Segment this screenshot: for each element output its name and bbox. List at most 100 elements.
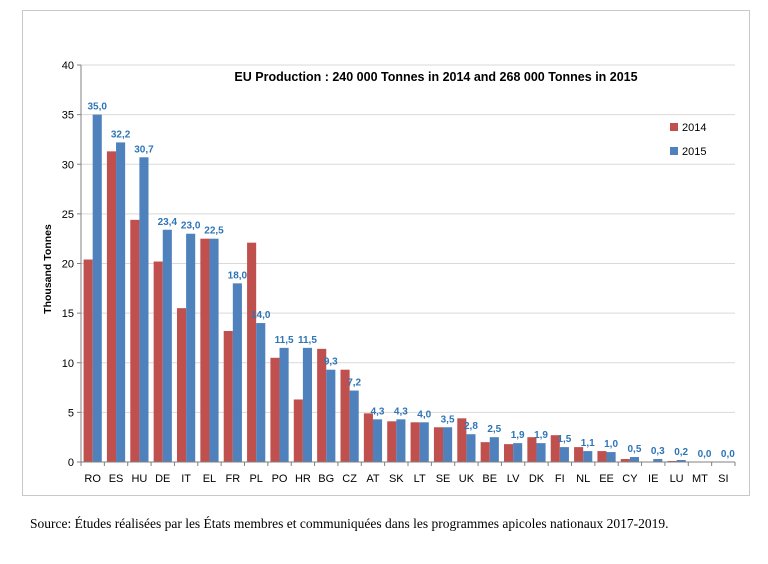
data-label-2015-be: 2,5 xyxy=(487,424,501,435)
x-tick-label-hu: HU xyxy=(131,473,147,485)
bar-2015-it xyxy=(186,233,196,462)
y-tick-label: 20 xyxy=(62,259,74,271)
bar-2014-po xyxy=(270,357,280,462)
y-tick-label: 5 xyxy=(68,407,74,419)
x-tick-label-dk: DK xyxy=(529,473,545,485)
legend-label-2015: 2015 xyxy=(682,146,706,158)
axes: 0 5 10 15 20 25 30 35 40 RO ES HU DE IT EL FR PL PO HR BG CZ… xyxy=(62,60,736,485)
y-tick-label: 30 xyxy=(62,159,74,171)
bar-2015-po xyxy=(279,347,289,462)
data-label-2015-uk: 2,8 xyxy=(464,421,478,432)
x-tick-label-lv: LV xyxy=(507,473,520,485)
bar-2015-es xyxy=(116,142,126,463)
bar-2014-dk xyxy=(527,437,537,462)
data-label-2015-fi: 1,5 xyxy=(557,434,571,445)
bar-2015-ee xyxy=(606,452,616,462)
y-tick-label: 35 xyxy=(62,110,74,122)
data-label-2015-dk: 1,9 xyxy=(534,430,548,441)
bar-2015-hu xyxy=(139,157,149,463)
bar-2014-ro xyxy=(83,259,93,462)
bar-2015-bg xyxy=(326,369,336,462)
bar-2015-se xyxy=(443,427,453,462)
data-label-2015-cy: 0,5 xyxy=(627,444,641,455)
bar-2014-pl xyxy=(247,242,257,462)
x-tick-label-es: ES xyxy=(109,473,124,485)
data-label-2015-hu: 30,7 xyxy=(134,144,154,155)
data-label-2015-ro: 35,0 xyxy=(87,102,107,113)
y-tick-label: 25 xyxy=(62,209,74,221)
x-tick-label-fr: FR xyxy=(225,473,240,485)
x-tick-label-ie: IE xyxy=(648,473,658,485)
bar-2015-lu xyxy=(676,460,686,462)
bar-2015-be xyxy=(489,437,499,462)
bar-2014-nl xyxy=(574,447,584,462)
x-tick-label-hr: HR xyxy=(295,473,311,485)
data-label-2015-el: 22,5 xyxy=(204,226,224,237)
bar-2014-ee xyxy=(597,451,607,462)
data-label-2015-ee: 1,0 xyxy=(604,439,618,450)
bar-2014-es xyxy=(106,151,117,462)
x-tick-label-cz: CZ xyxy=(342,473,357,485)
chart-frame: 35,0 32,2 30,7 23,4 23,0 22,5 18,0 14,0 11,5 11,5… xyxy=(22,10,750,496)
bar-2014-cz xyxy=(340,369,350,462)
x-tick-label-fi: FI xyxy=(555,473,565,485)
bar-2015-fr xyxy=(232,283,242,462)
data-label-2015-hr: 11,5 xyxy=(298,335,317,346)
bar-2014-sk xyxy=(387,421,397,462)
x-tick-label-ro: RO xyxy=(84,473,101,485)
bar-2015-at xyxy=(372,419,383,462)
bar-2015-lt xyxy=(419,422,429,462)
data-label-2015-at: 4,3 xyxy=(371,406,385,417)
y-tick-label: 0 xyxy=(68,457,74,469)
bar-2014-lt xyxy=(410,422,420,462)
y-tick-label: 10 xyxy=(62,358,74,370)
bar-2014-se xyxy=(433,427,444,462)
data-label-2015-mt: 0,0 xyxy=(698,449,712,460)
bar-2015-cy xyxy=(629,457,640,462)
x-tick-label-si: SI xyxy=(718,473,728,485)
bar-2015-de xyxy=(162,229,172,462)
x-tick-label-nl: NL xyxy=(576,473,590,485)
bar-2015-ro xyxy=(92,114,102,462)
bar-2015-ie xyxy=(653,459,663,462)
x-tick-label-mt: MT xyxy=(692,473,708,485)
bar-2015-uk xyxy=(466,434,476,462)
data-label-2015-lv: 1,9 xyxy=(511,430,525,441)
bar-2014-be xyxy=(480,442,490,462)
x-tick-label-lt: LT xyxy=(414,473,426,485)
x-tick-label-cy: CY xyxy=(622,473,638,485)
x-tick-label-ee: EE xyxy=(599,473,614,485)
data-label-2015-lt: 4,0 xyxy=(417,409,431,420)
data-label-2015-de: 23,4 xyxy=(158,217,178,228)
legend-swatch-2015 xyxy=(670,147,678,155)
bar-2014-el xyxy=(200,238,210,462)
bar-2015-nl xyxy=(583,451,593,462)
x-tick-label-uk: UK xyxy=(459,473,475,485)
y-tick-label: 15 xyxy=(62,308,74,320)
bars: 35,0 32,230,7 23,4 23,0 22,5 18,0 14,0 11,5 11,5… xyxy=(83,102,735,463)
bar-2014-fr xyxy=(223,330,233,462)
x-tick-label-be: BE xyxy=(482,473,497,485)
data-label-2015-cz: 7,2 xyxy=(347,378,361,389)
data-label-2015-sk: 4,3 xyxy=(394,406,408,417)
source-note: Source: Études réalisées par les États m… xyxy=(30,516,669,531)
bar-2015-cz xyxy=(349,390,359,462)
bar-2014-de xyxy=(153,261,163,462)
data-label-2015-si: 0,0 xyxy=(721,449,735,460)
legend: 2014 2015 xyxy=(670,122,706,158)
bar-2014-hr xyxy=(293,399,303,462)
data-label-2015-pl: 14,0 xyxy=(251,310,271,321)
y-axis-title: Thousand Tonnes xyxy=(42,224,54,314)
x-tick-label-el: EL xyxy=(203,473,216,485)
x-tick-label-se: SE xyxy=(436,473,451,485)
x-tick-label-de: DE xyxy=(155,473,170,485)
bar-2015-fi xyxy=(559,447,569,462)
data-label-2015-lu: 0,2 xyxy=(674,447,688,458)
bar-2014-at xyxy=(363,413,373,462)
bar-2015-pl xyxy=(256,323,266,462)
x-tick-label-po: PO xyxy=(272,473,288,485)
x-tick-label-lu: LU xyxy=(670,473,684,485)
data-label-2015-po: 11,5 xyxy=(275,335,294,346)
bar-2015-sk xyxy=(396,419,406,462)
bar-2014-hu xyxy=(130,219,140,462)
